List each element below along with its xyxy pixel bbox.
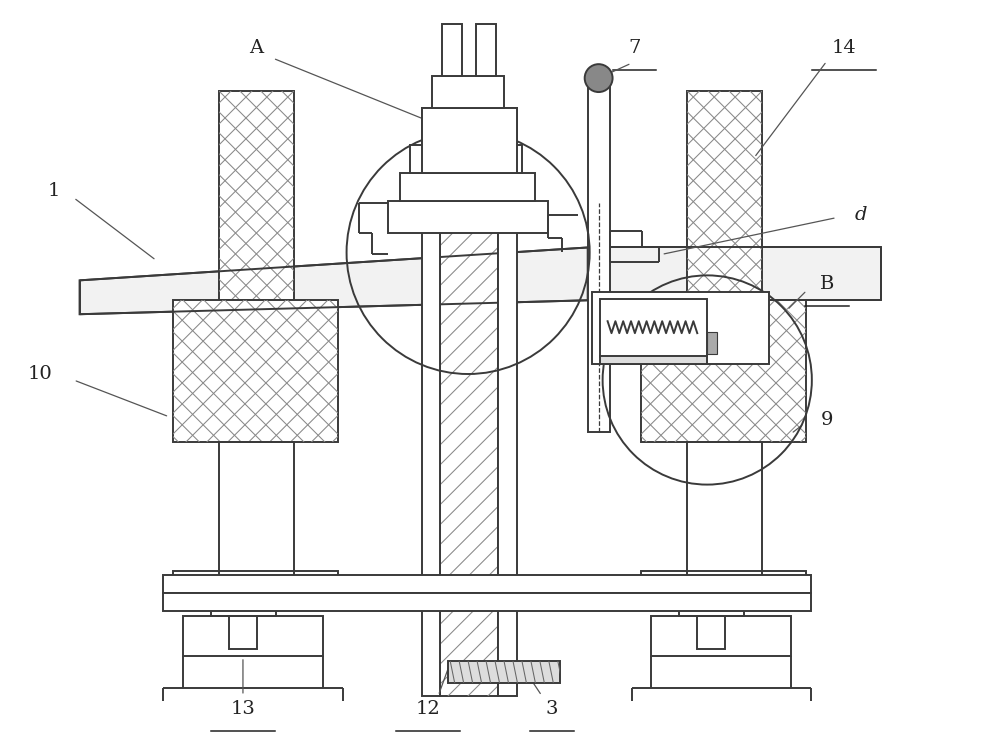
- Bar: [697, 616, 725, 649]
- Bar: [422, 108, 440, 696]
- Bar: [600, 356, 707, 364]
- Polygon shape: [80, 247, 588, 314]
- Bar: [219, 91, 294, 300]
- Text: 14: 14: [831, 39, 856, 57]
- Circle shape: [585, 64, 613, 92]
- Bar: [219, 441, 294, 593]
- Bar: [707, 332, 717, 354]
- Bar: [229, 616, 257, 649]
- Text: 7: 7: [628, 39, 641, 57]
- Polygon shape: [588, 247, 881, 300]
- Text: A: A: [249, 39, 263, 57]
- Text: 12: 12: [416, 700, 441, 717]
- Text: d: d: [854, 205, 867, 223]
- Bar: [679, 593, 744, 616]
- Bar: [592, 293, 769, 364]
- Text: 10: 10: [27, 365, 52, 383]
- Bar: [163, 593, 811, 611]
- Text: B: B: [820, 275, 834, 293]
- Bar: [422, 108, 517, 173]
- Bar: [211, 593, 276, 616]
- Bar: [388, 201, 548, 232]
- Bar: [448, 661, 560, 683]
- Bar: [432, 76, 504, 108]
- Text: 1: 1: [47, 182, 60, 200]
- Bar: [163, 575, 811, 593]
- Bar: [410, 145, 522, 173]
- Bar: [687, 91, 762, 300]
- Bar: [173, 572, 338, 593]
- Text: 13: 13: [231, 700, 255, 717]
- Bar: [183, 616, 323, 656]
- Bar: [651, 616, 791, 656]
- Text: 3: 3: [546, 700, 558, 717]
- Bar: [600, 299, 707, 357]
- Bar: [641, 572, 806, 593]
- Bar: [588, 78, 610, 432]
- Bar: [400, 173, 535, 201]
- Bar: [442, 24, 462, 76]
- Text: 9: 9: [821, 411, 833, 429]
- Bar: [440, 108, 498, 696]
- Bar: [498, 108, 517, 696]
- Bar: [687, 441, 762, 593]
- Bar: [476, 24, 496, 76]
- Bar: [173, 300, 338, 441]
- Bar: [641, 300, 806, 441]
